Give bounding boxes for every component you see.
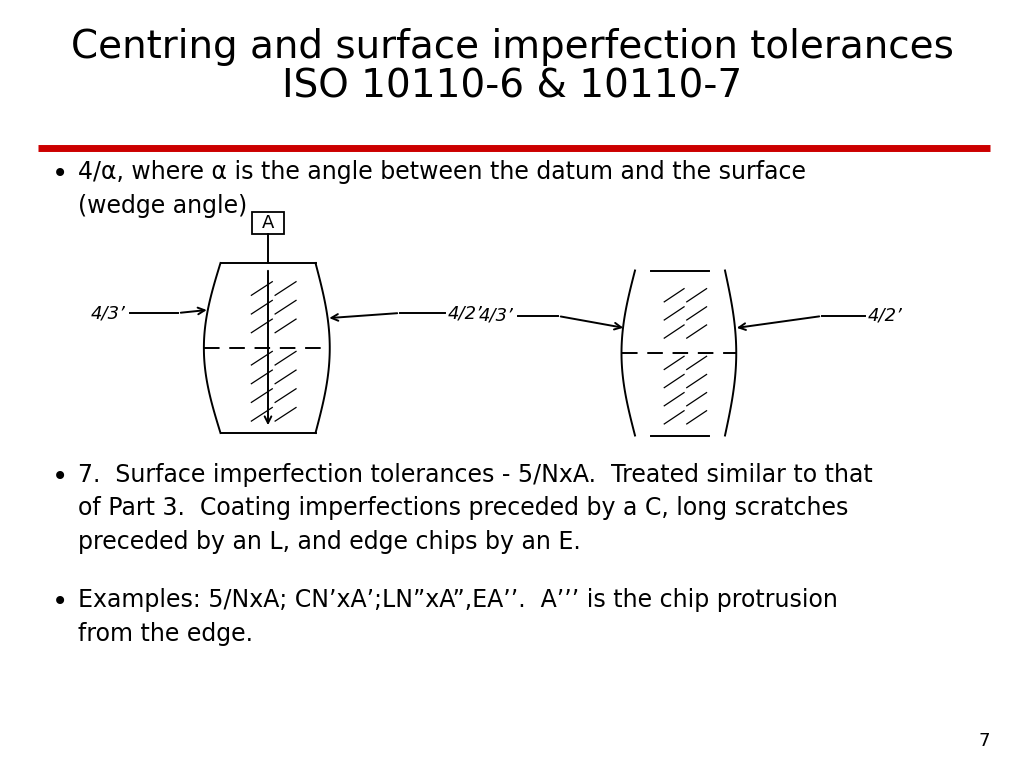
Text: 7.  Surface imperfection tolerances - 5/NxA.  Treated similar to that
of Part 3.: 7. Surface imperfection tolerances - 5/N…: [78, 463, 872, 554]
Text: ISO 10110-6 & 10110-7: ISO 10110-6 & 10110-7: [282, 68, 742, 106]
Text: Examples: 5/NxA; CN’xA’;LN”xA”,EA’’.  A’’’ is the chip protrusion
from the edge.: Examples: 5/NxA; CN’xA’;LN”xA”,EA’’. A’’…: [78, 588, 838, 645]
Text: 4/3’: 4/3’: [479, 307, 514, 325]
Text: 4/2’: 4/2’: [868, 307, 903, 325]
Text: Centring and surface imperfection tolerances: Centring and surface imperfection tolera…: [71, 28, 953, 66]
Text: •: •: [52, 588, 69, 616]
Bar: [252, 212, 284, 234]
Text: 4/α, where α is the angle between the datum and the surface
(wedge angle): 4/α, where α is the angle between the da…: [78, 160, 806, 217]
Text: A: A: [262, 214, 274, 232]
Text: 4/2’: 4/2’: [449, 304, 483, 322]
Text: 7: 7: [979, 732, 990, 750]
Text: •: •: [52, 463, 69, 491]
Text: •: •: [52, 160, 69, 188]
Text: 4/3’: 4/3’: [91, 304, 126, 322]
